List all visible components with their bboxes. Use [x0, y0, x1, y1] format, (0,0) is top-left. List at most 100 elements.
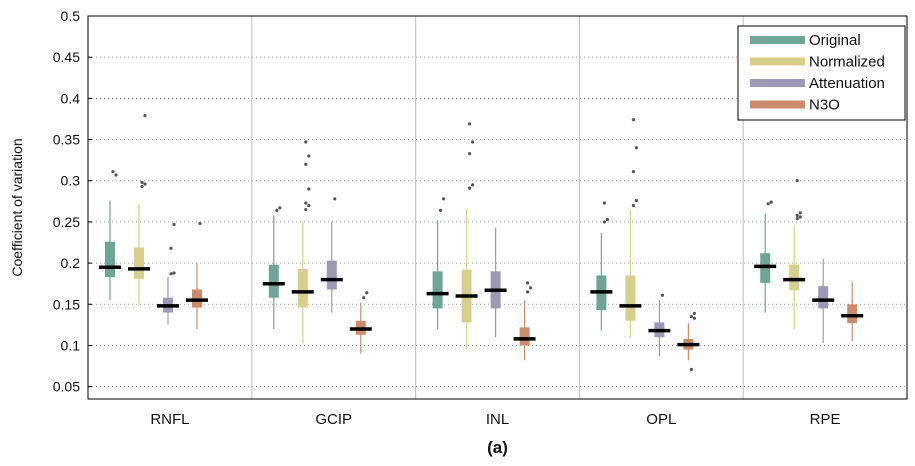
outlier-point [795, 217, 799, 221]
outlier-point [362, 296, 366, 300]
y-axis-label: Coefficient of variation [9, 138, 25, 276]
box-n3o-opl [677, 311, 700, 371]
box-attenuation-rpe [812, 258, 835, 343]
outlier-point [631, 118, 636, 122]
iqr-box [326, 260, 337, 290]
box-original-gcip [262, 206, 285, 329]
iqr-box [297, 268, 308, 308]
plot-frame [87, 15, 908, 400]
x-category-label: RNFL [150, 411, 189, 428]
box-normalized-opl [619, 118, 642, 338]
y-tick-label: 0.05 [53, 379, 80, 395]
box-n3o-gcip [349, 291, 372, 354]
legend-label: Normalized [809, 54, 885, 71]
outlier-point [766, 202, 770, 206]
outlier-point [798, 211, 802, 215]
y-tick-label: 0.25 [53, 214, 80, 230]
outlier-point [169, 246, 173, 250]
legend-swatch [750, 100, 805, 109]
figure-caption: (a) [487, 438, 508, 457]
outlier-point [169, 272, 173, 276]
outlier-point [333, 197, 337, 201]
outlier-point [769, 200, 773, 204]
box-n3o-rpe [841, 282, 864, 342]
x-axis-categories: RNFL GCIP INL OPL RPE [150, 411, 840, 428]
box-attenuation-opl [648, 293, 671, 357]
outlier-point [143, 182, 147, 186]
iqr-box [519, 327, 530, 346]
outlier-point [795, 213, 799, 217]
outlier-point [304, 140, 308, 144]
y-tick-label: 0.1 [61, 337, 81, 353]
box-n3o-rnfl [186, 221, 208, 329]
gridlines [88, 56, 907, 388]
outlier-point [111, 170, 115, 174]
legend-swatch [750, 79, 805, 87]
outlier-point [439, 208, 443, 212]
legend-swatch [750, 57, 805, 66]
box-n3o-inl [513, 281, 536, 361]
outlier-point [526, 290, 530, 294]
outlier-point [526, 281, 530, 285]
outlier-point [143, 114, 147, 118]
outlier-point [529, 286, 533, 290]
outlier-point [140, 184, 144, 189]
box-normalized-rpe [783, 179, 806, 329]
box-attenuation-gcip [320, 197, 343, 313]
box-original-inl [426, 197, 449, 329]
box-normalized-inl [455, 122, 478, 349]
iqr-box [268, 264, 279, 298]
legend-label: Original [809, 32, 861, 49]
y-axis-ticks: 0.05 0.1 0.15 0.2 0.25 0.3 0.35 0.4 0.45 0.5 [53, 8, 92, 395]
outlier-point [692, 316, 697, 320]
box-normalized-gcip [291, 140, 314, 343]
outlier-point [631, 203, 636, 208]
y-tick-label: 0.45 [53, 49, 80, 65]
box-original-opl [590, 201, 613, 331]
outlier-point [689, 367, 694, 371]
outlier-point [602, 201, 607, 205]
outlier-point [605, 217, 610, 222]
outlier-point [660, 293, 665, 297]
outlier-point [278, 206, 282, 210]
outlier-point [795, 179, 799, 183]
outlier-point [114, 173, 118, 177]
box-attenuation-rnfl [157, 222, 179, 325]
outlier-point [468, 186, 472, 190]
legend-label: N3O [809, 97, 840, 114]
outlier-point [471, 183, 475, 187]
y-tick-label: 0.4 [61, 90, 81, 106]
box-original-rnfl [99, 170, 121, 301]
y-tick-label: 0.15 [53, 296, 80, 312]
box-normalized-rnfl [128, 114, 150, 306]
outlier-point [442, 197, 446, 201]
x-category-label: INL [486, 411, 509, 428]
iqr-box [847, 304, 858, 324]
x-category-label: GCIP [315, 411, 352, 428]
outlier-point [634, 198, 639, 203]
legend-swatch [750, 36, 805, 44]
x-category-label: OPL [646, 411, 676, 428]
x-category-label: RPE [810, 411, 841, 428]
y-tick-label: 0.35 [53, 132, 80, 148]
y-tick-label: 0.5 [61, 8, 81, 24]
outlier-point [631, 170, 636, 174]
outlier-point [692, 311, 697, 315]
outlier-point [602, 220, 607, 224]
boxes [99, 114, 864, 371]
group-separators [251, 16, 744, 399]
y-tick-label: 0.2 [61, 255, 81, 271]
y-tick-label: 0.3 [61, 173, 81, 189]
outlier-point [798, 215, 802, 219]
outlier-point [172, 271, 176, 275]
outlier-point [198, 221, 202, 226]
iqr-box [105, 241, 115, 278]
box-original-rpe [754, 200, 777, 313]
outlier-point [275, 208, 279, 212]
outlier-point [307, 203, 311, 208]
outlier-point [634, 146, 639, 150]
outlier-point [468, 151, 472, 156]
legend-label: Attenuation [809, 75, 885, 92]
outlier-point [304, 162, 308, 166]
